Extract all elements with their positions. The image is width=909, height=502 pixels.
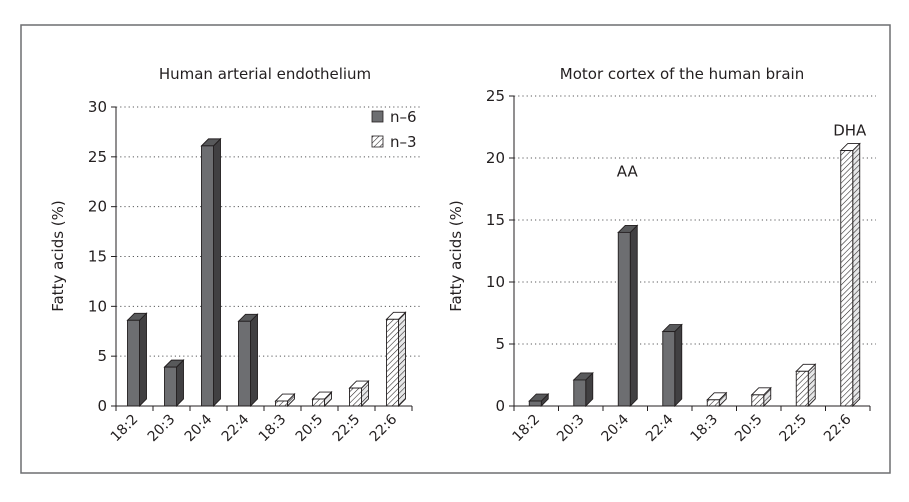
bar-18-2 (126, 312, 148, 408)
gridlines (116, 106, 421, 357)
bars (126, 137, 407, 408)
bar-front (617, 231, 631, 407)
legend-label-n3: n–3 (390, 133, 417, 151)
bar-front (528, 400, 542, 407)
y-tick-label: 0 (97, 397, 107, 415)
legend-swatch-n6 (371, 110, 384, 123)
bar-front (706, 399, 720, 407)
bar-18-3 (274, 392, 296, 408)
y-tick-label: 10 (486, 273, 505, 291)
annotation-label: DHA (833, 122, 867, 140)
bar-front (573, 379, 587, 407)
bar-side (139, 312, 147, 408)
bar-22-4 (237, 313, 259, 408)
y-tick-label: 15 (88, 248, 107, 266)
bar-front (349, 387, 362, 407)
chart-title: Motor cortex of the human brain (560, 65, 804, 83)
chart-title: Human arterial endothelium (159, 65, 371, 83)
bar-side (852, 142, 861, 408)
annotation-label: AA (617, 163, 639, 181)
bars (528, 142, 861, 408)
bar-front (127, 319, 140, 407)
bar-20-5 (750, 386, 772, 408)
bar-20-4 (200, 137, 222, 408)
bar-22-6 (839, 142, 861, 408)
y-tick-labels: 0 5 10 15 20 25 30 (88, 98, 116, 415)
bar-20-3 (572, 371, 594, 408)
y-axis-label: Fatty acids (%) (447, 200, 465, 312)
bar-front (662, 331, 676, 407)
bar-22-6 (385, 311, 407, 408)
y-tick-label: 10 (88, 297, 107, 315)
gridlines (514, 95, 876, 345)
bar-22-5 (795, 363, 817, 408)
y-tick-label: 20 (486, 149, 505, 167)
bar-22-5 (348, 379, 370, 408)
bar-20-5 (311, 390, 333, 408)
y-axis-label: Fatty acids (%) (49, 200, 67, 312)
bar-side (629, 224, 638, 408)
bar-side (213, 137, 221, 408)
y-tick-label: 25 (88, 148, 107, 166)
legend: n–6 n–3 (371, 108, 417, 151)
bar-front (795, 370, 809, 407)
y-tick-label: 20 (88, 198, 107, 216)
legend-swatch-n3 (371, 135, 384, 148)
y-tick-label: 30 (88, 98, 107, 116)
bar-side (176, 359, 184, 408)
bar-front (238, 320, 251, 407)
bar-front (312, 398, 325, 407)
annotations: AA DHA (617, 122, 867, 181)
bar-20-4 (617, 224, 639, 408)
bar-front (201, 145, 214, 407)
y-tick-label: 5 (97, 347, 107, 365)
bar-front (751, 394, 765, 407)
y-tick-label: 25 (486, 87, 505, 105)
bar-side (674, 323, 683, 408)
bar-front (275, 400, 288, 407)
bar-front (164, 366, 177, 407)
bar-front (840, 150, 854, 407)
bar-18-3 (706, 391, 728, 408)
y-tick-label: 0 (495, 397, 505, 415)
y-tick-label: 5 (495, 335, 505, 353)
y-tick-label: 15 (486, 211, 505, 229)
legend-label-n6: n–6 (390, 108, 417, 126)
bar-22-4 (661, 323, 683, 408)
bar-20-3 (163, 359, 185, 408)
y-tick-labels: 0 5 10 15 20 25 (486, 87, 514, 415)
bar-side (398, 311, 406, 408)
bar-side (250, 313, 258, 408)
bar-front (386, 318, 399, 407)
